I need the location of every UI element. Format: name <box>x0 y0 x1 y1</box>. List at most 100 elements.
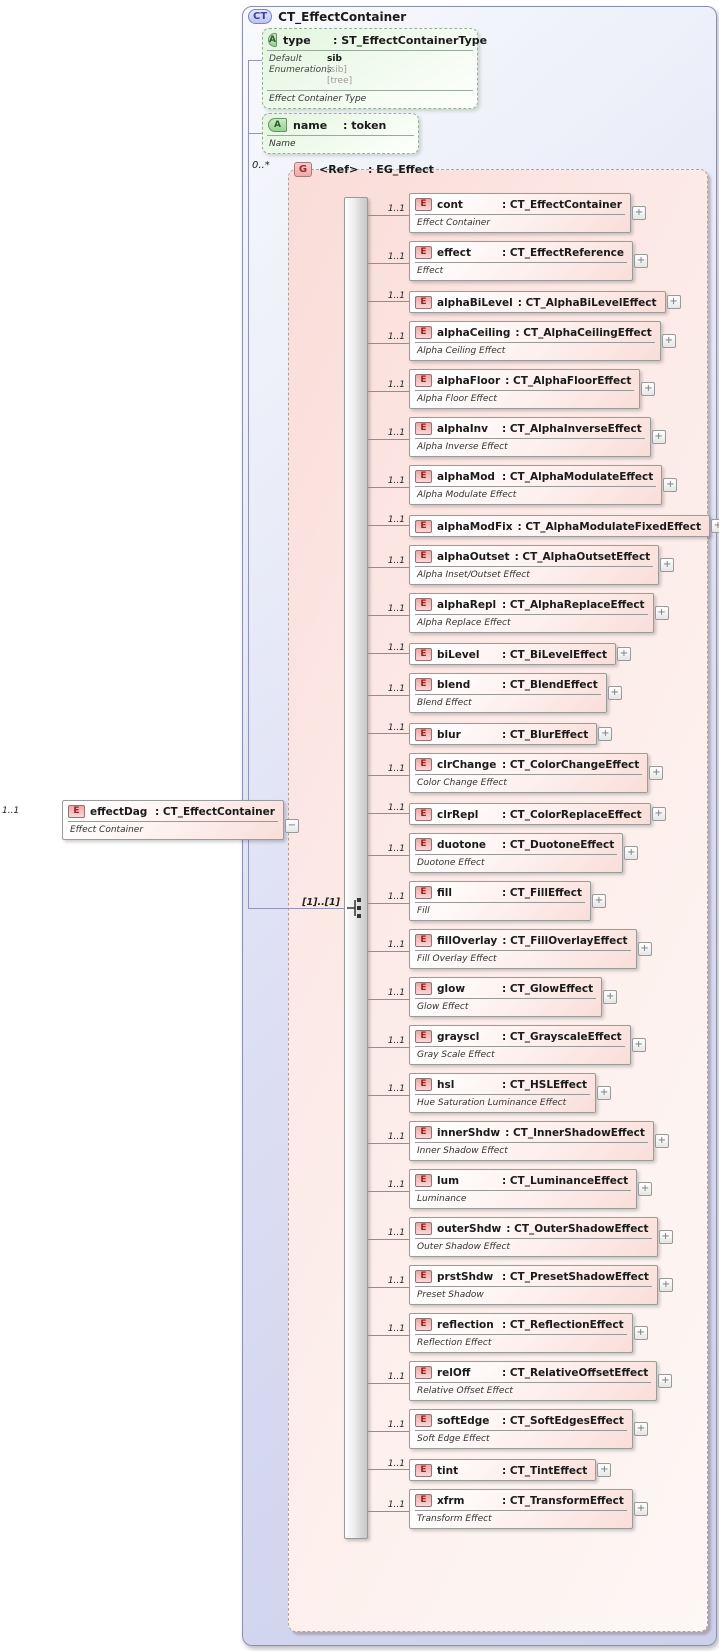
element-badge-icon: E <box>415 598 432 611</box>
group-cardinality: 0..* <box>252 160 270 171</box>
element-type: : CT_OuterShadowEffect <box>506 1222 649 1235</box>
element-annotation: Blend Effect <box>415 694 601 712</box>
expand-icon[interactable]: + <box>660 558 675 572</box>
tree-stub-name <box>248 133 262 134</box>
element-box[interactable]: E outerShdw : CT_OuterShadowEffect Outer… <box>409 1217 673 1257</box>
element-cardinality: 1..1 <box>387 1276 405 1286</box>
element-box[interactable]: E glow : CT_GlowEffect Glow Effect + <box>409 977 618 1017</box>
expand-icon[interactable]: + <box>592 894 606 908</box>
element-type: : CT_AlphaBiLevelEffect <box>517 296 657 309</box>
element-box[interactable]: E alphaModFix : CT_AlphaModulateFixedEff… <box>409 515 719 537</box>
element-box[interactable]: E blur : CT_BlurEffect + <box>409 723 613 745</box>
element-box[interactable]: E lum : CT_LuminanceEffect Luminance + <box>409 1169 653 1209</box>
element-box[interactable]: E clrChange : CT_ColorChangeEffect Color… <box>409 753 664 793</box>
expand-icon[interactable]: + <box>649 766 664 780</box>
facet-enumeration-value: [tree] <box>327 76 353 86</box>
element-cardinality: 1..1 <box>387 1228 405 1238</box>
expand-icon[interactable]: + <box>658 1278 673 1292</box>
element-type: : CT_DuotoneEffect <box>502 838 615 851</box>
expand-icon[interactable]: + <box>654 1134 669 1148</box>
element-box[interactable]: E clrRepl : CT_ColorReplaceEffect + <box>409 803 666 825</box>
element-name: alphaModFix <box>437 520 513 533</box>
expand-icon[interactable]: + <box>603 990 618 1004</box>
element-header: E cont : CT_EffectContainer <box>410 194 630 214</box>
element-box[interactable]: E alphaOutset : CT_AlphaOutsetEffect Alp… <box>409 545 675 585</box>
element-cardinality: 1..1 <box>387 1500 405 1510</box>
collapse-icon[interactable]: − <box>284 819 299 833</box>
expand-icon[interactable]: + <box>597 1463 612 1477</box>
expand-icon[interactable]: + <box>607 686 622 700</box>
element-header: E glow : CT_GlowEffect <box>410 978 601 998</box>
expand-icon[interactable]: + <box>633 1326 648 1340</box>
element-box[interactable]: E alphaRepl : CT_AlphaReplaceEffect Alph… <box>409 593 669 633</box>
element-box[interactable]: E duotone : CT_DuotoneEffect Duotone Eff… <box>409 833 639 873</box>
element-box[interactable]: E biLevel : CT_BiLevelEffect + <box>409 643 631 665</box>
expand-icon[interactable]: + <box>633 1502 648 1516</box>
expand-icon[interactable]: + <box>661 334 676 348</box>
element-box[interactable]: E alphaInv : CT_AlphaInverseEffect Alpha… <box>409 417 666 457</box>
expand-icon[interactable]: + <box>638 1182 653 1196</box>
expand-icon[interactable]: + <box>633 1422 648 1436</box>
element-box[interactable]: E tint : CT_TintEffect + <box>409 1459 612 1481</box>
attribute-box-type[interactable]: A type : ST_EffectContainerType Default … <box>262 28 487 109</box>
element-box[interactable]: E prstShdw : CT_PresetShadowEffect Prese… <box>409 1265 673 1305</box>
element-badge-icon: E <box>415 470 432 483</box>
element-box[interactable]: E reflection : CT_ReflectionEffect Refle… <box>409 1313 648 1353</box>
expand-icon[interactable]: + <box>598 727 613 741</box>
element-box[interactable]: E innerShdw : CT_InnerShadowEffect Inner… <box>409 1121 669 1161</box>
element-cardinality: 1..1 <box>387 515 405 525</box>
element-box[interactable]: E alphaFloor : CT_AlphaFloorEffect Alpha… <box>409 369 656 409</box>
element-cardinality: 1..1 <box>387 604 405 614</box>
element-cardinality: 1..1 <box>387 556 405 566</box>
attribute-box-name[interactable]: A name : token Name <box>262 113 419 154</box>
attribute-badge-icon: A <box>268 118 287 132</box>
element-name: relOff <box>437 1366 471 1379</box>
expand-icon[interactable]: + <box>631 1038 646 1052</box>
expand-icon[interactable]: + <box>641 382 656 396</box>
element-name: clrRepl <box>437 808 479 821</box>
element-box-effectDag[interactable]: E effectDag : CT_EffectContainer Effect … <box>62 800 299 840</box>
element-box[interactable]: E blend : CT_BlendEffect Blend Effect + <box>409 673 622 713</box>
element-name: biLevel <box>437 648 480 661</box>
expand-icon[interactable]: + <box>651 807 666 821</box>
tree-vertical-line <box>248 60 249 908</box>
element-box[interactable]: E alphaBiLevel : CT_AlphaBiLevelEffect + <box>409 291 681 313</box>
expand-icon[interactable]: + <box>658 1230 673 1244</box>
element-header: E hsl : CT_HSLEffect <box>410 1074 595 1094</box>
element-type: : CT_GlowEffect <box>502 982 594 995</box>
element-name: alphaInv <box>437 422 488 435</box>
element-type: : CT_BiLevelEffect <box>502 648 607 661</box>
element-name: innerShdw <box>437 1126 501 1139</box>
element-badge-icon: E <box>415 934 432 947</box>
element-badge-icon: E <box>415 1222 432 1235</box>
element-box[interactable]: E hsl : CT_HSLEffect Hue Saturation Lumi… <box>409 1073 612 1113</box>
element-box[interactable]: E effect : CT_EffectReference Effect + <box>409 241 649 281</box>
expand-icon[interactable]: + <box>631 206 646 220</box>
element-box[interactable]: E fillOverlay : CT_FillOverlayEffect Fil… <box>409 929 652 969</box>
expand-icon[interactable]: + <box>710 519 719 533</box>
element-name: lum <box>437 1174 460 1187</box>
expand-icon[interactable]: + <box>624 846 639 860</box>
expand-icon[interactable]: + <box>637 942 652 956</box>
element-annotation: Color Change Effect <box>415 774 643 792</box>
element-box[interactable]: E relOff : CT_RelativeOffsetEffect Relat… <box>409 1361 673 1401</box>
element-type: : CT_AlphaModulateEffect <box>502 470 654 483</box>
element-cardinality: 1..1 <box>387 892 405 902</box>
element-box[interactable]: E fill : CT_FillEffect Fill + <box>409 881 606 921</box>
attribute-type: : ST_EffectContainerType <box>332 33 488 47</box>
expand-icon[interactable]: + <box>597 1086 612 1100</box>
expand-icon[interactable]: + <box>617 647 631 661</box>
element-box[interactable]: E softEdge : CT_SoftEdgesEffect Soft Edg… <box>409 1409 648 1449</box>
expand-icon[interactable]: + <box>651 430 666 444</box>
expand-icon[interactable]: + <box>654 606 669 620</box>
expand-icon[interactable]: + <box>634 254 649 268</box>
element-box[interactable]: E alphaCeiling : CT_AlphaCeilingEffect A… <box>409 321 676 361</box>
expand-icon[interactable]: + <box>666 295 681 309</box>
element-box[interactable]: E cont : CT_EffectContainer Effect Conta… <box>409 193 646 233</box>
expand-icon[interactable]: + <box>663 478 678 492</box>
element-box[interactable]: E grayscl : CT_GrayscaleEffect Gray Scal… <box>409 1025 646 1065</box>
expand-icon[interactable]: + <box>658 1374 673 1388</box>
element-box[interactable]: E alphaMod : CT_AlphaModulateEffect Alph… <box>409 465 678 505</box>
element-box[interactable]: E xfrm : CT_TransformEffect Transform Ef… <box>409 1489 648 1529</box>
compositor-bar[interactable] <box>344 197 368 1539</box>
